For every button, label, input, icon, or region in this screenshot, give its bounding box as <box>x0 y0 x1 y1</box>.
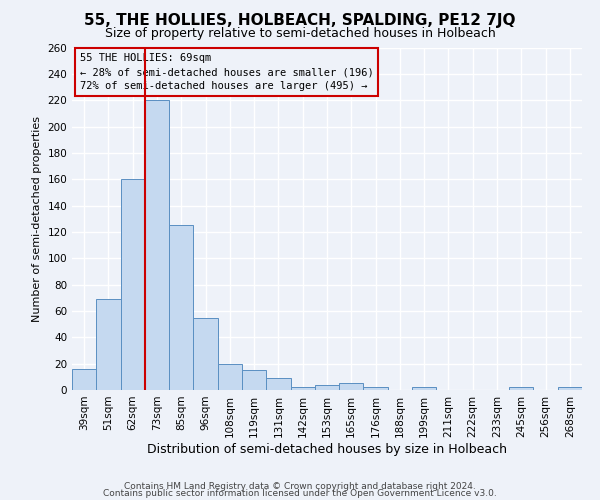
Bar <box>121 179 145 390</box>
Y-axis label: Number of semi-detached properties: Number of semi-detached properties <box>32 116 42 322</box>
Bar <box>96 299 121 390</box>
Bar <box>145 100 169 390</box>
Bar <box>266 378 290 390</box>
Bar <box>242 370 266 390</box>
Bar <box>218 364 242 390</box>
X-axis label: Distribution of semi-detached houses by size in Holbeach: Distribution of semi-detached houses by … <box>147 442 507 456</box>
Bar <box>193 318 218 390</box>
Bar <box>315 384 339 390</box>
Text: Contains HM Land Registry data © Crown copyright and database right 2024.: Contains HM Land Registry data © Crown c… <box>124 482 476 491</box>
Text: 55, THE HOLLIES, HOLBEACH, SPALDING, PE12 7JQ: 55, THE HOLLIES, HOLBEACH, SPALDING, PE1… <box>84 12 516 28</box>
Text: Contains public sector information licensed under the Open Government Licence v3: Contains public sector information licen… <box>103 488 497 498</box>
Bar <box>290 388 315 390</box>
Bar <box>558 388 582 390</box>
Bar <box>339 384 364 390</box>
Text: Size of property relative to semi-detached houses in Holbeach: Size of property relative to semi-detach… <box>104 28 496 40</box>
Bar <box>364 388 388 390</box>
Bar <box>412 388 436 390</box>
Text: 55 THE HOLLIES: 69sqm
← 28% of semi-detached houses are smaller (196)
72% of sem: 55 THE HOLLIES: 69sqm ← 28% of semi-deta… <box>80 52 373 92</box>
Bar <box>509 388 533 390</box>
Bar <box>72 369 96 390</box>
Bar <box>169 226 193 390</box>
